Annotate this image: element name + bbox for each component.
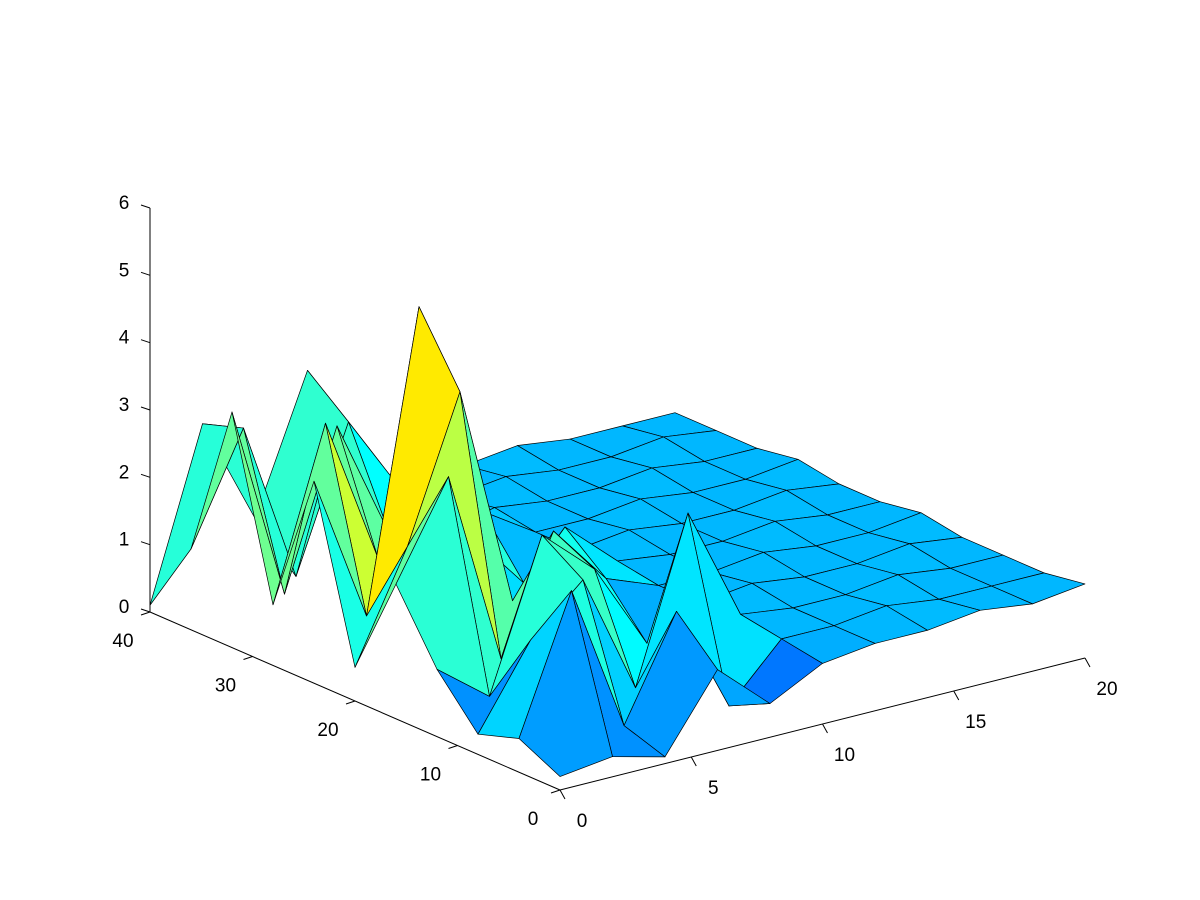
y-tick-label: 0 (528, 809, 539, 830)
surface-face (518, 590, 613, 777)
y-tick-mark (550, 789, 561, 794)
z-tick-label: 1 (119, 530, 130, 551)
z-tick-label: 4 (119, 328, 130, 349)
y-tick-mark (243, 656, 253, 660)
x-tick-mark (1084, 657, 1091, 668)
y-tick-label: 10 (420, 765, 441, 786)
y-tick-mark (448, 745, 458, 749)
z-tick-label: 5 (119, 260, 130, 281)
x-tick-mark (690, 756, 697, 767)
z-tick-mark (140, 339, 151, 344)
z-tick-label: 2 (119, 462, 130, 483)
z-tick-mark (140, 473, 151, 478)
x-tick-label: 20 (1096, 679, 1117, 700)
z-tick-label: 0 (119, 597, 130, 618)
z-tick-label: 6 (119, 193, 130, 214)
z-tick-mark (140, 271, 151, 276)
z-tick-label: 3 (119, 395, 130, 416)
x-tick-label: 5 (708, 778, 719, 799)
y-tick-label: 40 (112, 631, 133, 652)
z-tick-mark (140, 541, 151, 546)
x-tick-mark (822, 723, 828, 734)
y-tick-mark (345, 700, 356, 705)
x-tick-label: 15 (965, 712, 986, 733)
y-tick-label: 30 (215, 676, 236, 697)
z-tick-mark (140, 204, 151, 209)
x-tick-mark (953, 690, 960, 701)
x-tick-mark (559, 789, 566, 800)
y-tick-mark (140, 611, 151, 616)
z-tick-mark (140, 406, 151, 411)
z-tick-mark (140, 608, 151, 613)
x-tick-label: 10 (834, 745, 855, 766)
y-tick-label: 20 (317, 720, 338, 741)
x-tick-label: 0 (577, 811, 588, 832)
